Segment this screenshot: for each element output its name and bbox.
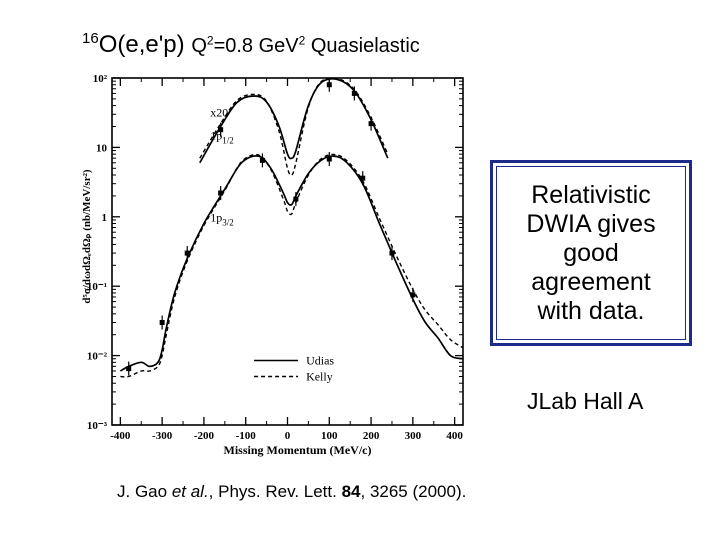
- series-1p3-2-data-point: [293, 196, 299, 202]
- ref-volume: 84: [341, 482, 361, 501]
- annotation-main: 1p: [210, 211, 222, 225]
- y-axis-label: d⁵σ/dωdΩₑdΩₚ (nb/MeV/sr²): [81, 169, 93, 303]
- kinematics-label: Q2=0.8 GeV2 Quasielastic: [191, 33, 420, 57]
- y-tick-label: 10⁻²: [87, 351, 108, 363]
- x-tick-label: 300: [405, 430, 422, 442]
- x-tick-label: 400: [446, 430, 463, 442]
- legend-label-udias: Udias: [306, 353, 334, 367]
- x-tick-label: 200: [363, 430, 380, 442]
- ref-pages: , 3265 (2000).: [360, 482, 467, 501]
- x-tick-label: -300: [152, 430, 173, 442]
- y-tick-label: 10⁻¹: [87, 281, 107, 293]
- series-1p3-2-data-point: [218, 190, 224, 196]
- x-tick-label: -400: [110, 430, 131, 442]
- y-tick-label: 10: [96, 142, 108, 154]
- x-tick-label: -100: [236, 430, 257, 442]
- ref-etal: et al.: [171, 482, 209, 501]
- series-1p3-2-data-point: [159, 319, 165, 325]
- series-1p3-2-data-point: [259, 157, 265, 163]
- series-1p3-2-data-point: [326, 156, 332, 162]
- annotation-subscript: 1/2: [222, 135, 234, 145]
- series-1p3-2-data-point: [410, 292, 416, 298]
- annotation-main: 1p: [210, 128, 222, 142]
- plot-frame: [111, 77, 464, 426]
- slide-title: 16O(e,e'p) Q2=0.8 GeV2 Quasielastic: [82, 30, 420, 59]
- quasielastic-label: Quasielastic: [305, 35, 420, 57]
- annotation-subscript: 3/2: [222, 218, 234, 228]
- q-exponent: 2: [206, 33, 214, 48]
- cross-section-chart: 10⁻³ 10⁻² 10⁻¹ 1 10 10² -400 -300 -200 -100 0 100 20…: [81, 73, 464, 457]
- series-1p3-2-data-point: [389, 250, 395, 256]
- series-1p1-2-x20-data-point: [351, 90, 357, 96]
- y-tick-label: 1: [102, 212, 108, 224]
- nucleus-mass: 16: [82, 30, 99, 47]
- x-axis-label: Missing Momentum (MeV/c): [224, 443, 372, 457]
- q-unit-exponent: 2: [298, 33, 306, 48]
- series-1p1-2-x20-data-point: [218, 127, 224, 133]
- series-1p1-2-x20-udias-line: [199, 78, 389, 164]
- y-tick-label: 10²: [93, 73, 108, 85]
- series-1p1-2-x20-data-point: [368, 121, 374, 127]
- series-1p3-2-udias-line: [119, 155, 463, 372]
- q-value: =0.8 GeV: [213, 35, 299, 57]
- ref-authors: J. Gao: [117, 482, 172, 501]
- series-1p3-2-data-point: [126, 366, 132, 372]
- series-1p3-2-data-point: [184, 250, 190, 256]
- curve-annotation: 1p3/2: [210, 211, 234, 228]
- callout-text: Relativistic DWIA gives good agreement w…: [526, 180, 656, 325]
- series-1p3-2-kelly-line: [120, 153, 463, 378]
- curve-annotation: x20: [210, 105, 228, 119]
- q-label: Q: [191, 35, 207, 57]
- series-1p3-2-data-point: [360, 175, 366, 181]
- y-tick-label: 10⁻³: [87, 420, 108, 432]
- x-tick-label: 100: [321, 430, 338, 442]
- series-1p1-2-x20-data-point: [326, 82, 332, 88]
- ref-journal: , Phys. Rev. Lett.: [208, 482, 342, 501]
- legend-label-kelly: Kelly: [306, 369, 333, 383]
- reference-citation: J. Gao et al., Phys. Rev. Lett. 84, 3265…: [117, 482, 466, 502]
- x-tick-label: 0: [285, 430, 291, 442]
- x-tick-label: -200: [194, 430, 215, 442]
- callout-box: Relativistic DWIA gives good agreement w…: [490, 160, 692, 346]
- curve-annotation: 1p1/2: [210, 128, 234, 145]
- reaction-label: O(e,e'p): [98, 31, 185, 58]
- lab-label: JLab Hall A: [527, 388, 644, 414]
- series-1p1-2-x20-kelly-line: [199, 78, 389, 177]
